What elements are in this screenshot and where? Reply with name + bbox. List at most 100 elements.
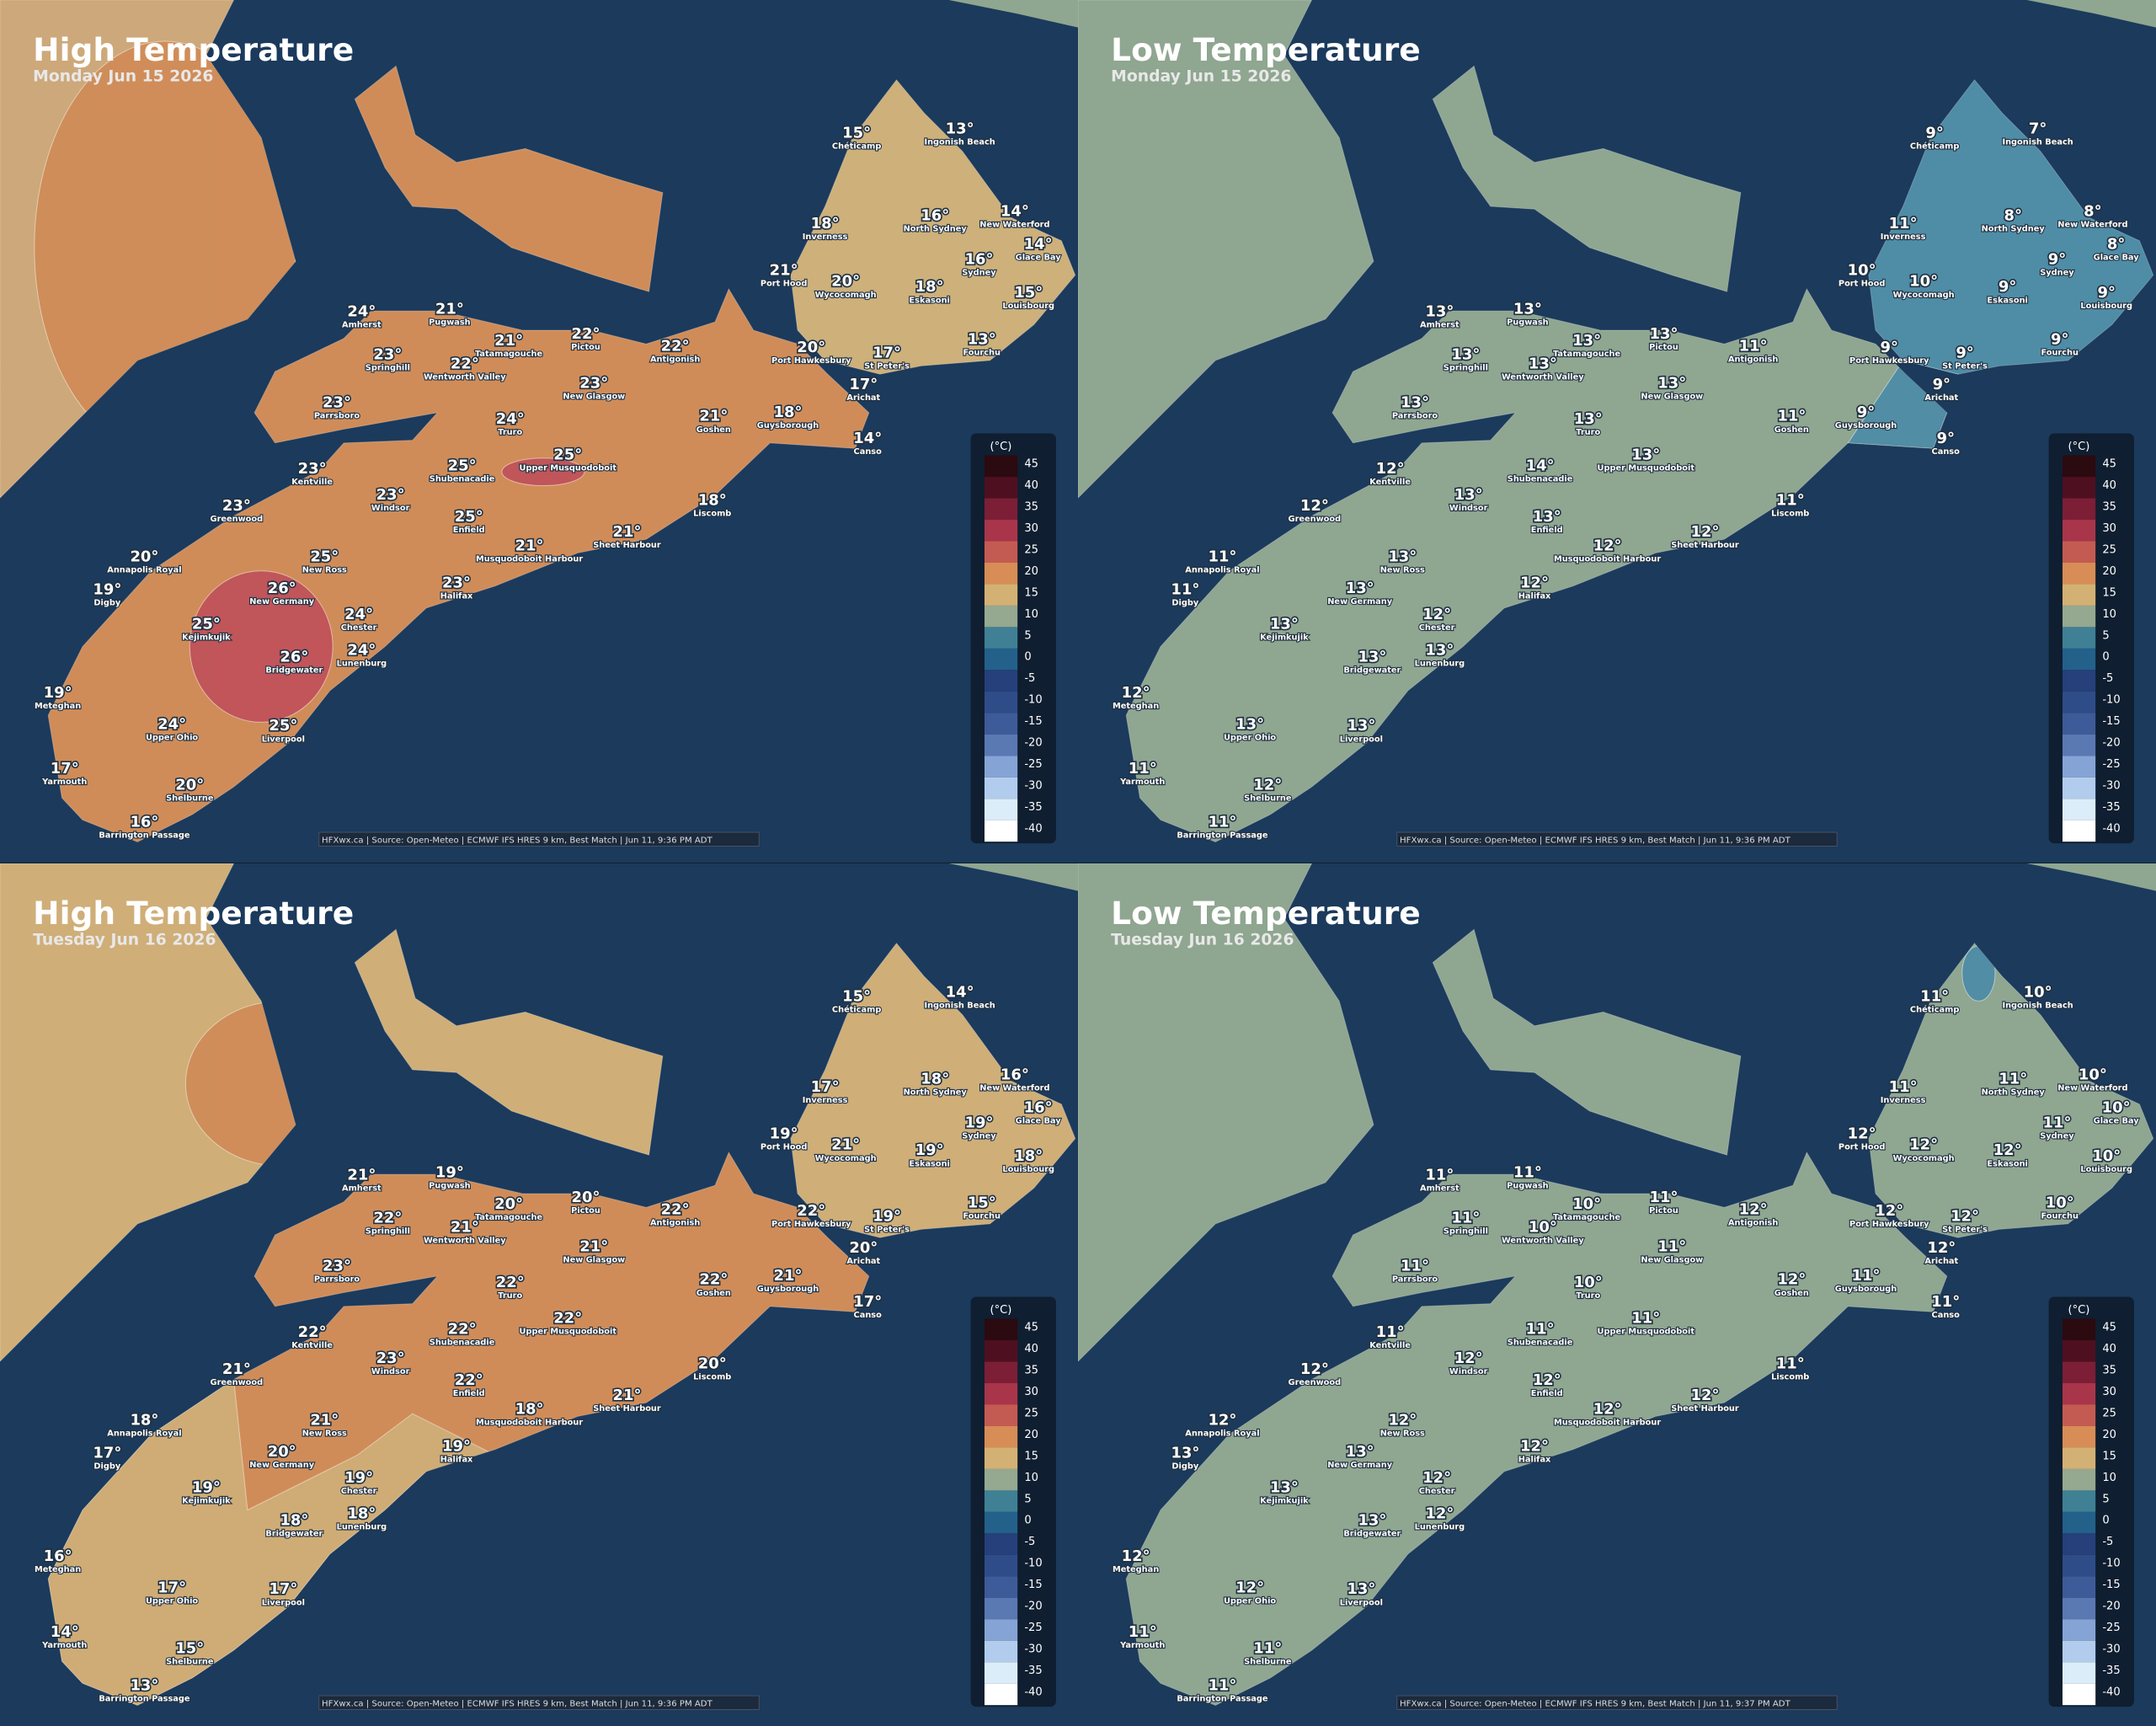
city-temp: 12° [1848, 1125, 1876, 1143]
city-name: Amherst [1420, 321, 1460, 330]
legend-swatch [984, 648, 1018, 671]
city-temp: 23° [222, 497, 251, 515]
city-temp: 13° [1451, 345, 1480, 363]
legend-swatch [984, 670, 1018, 692]
legend-swatch [2062, 777, 2096, 799]
land-region [0, 863, 296, 1362]
legend-tick: -10 [2102, 1558, 2120, 1570]
city-name: Port Hawkesbury [771, 1220, 851, 1229]
city-name: Barrington Passage [99, 1695, 190, 1704]
city-temp: 16° [1024, 1099, 1053, 1117]
city-name: Windsor [371, 1367, 410, 1376]
city-temp: 11° [1253, 1639, 1282, 1657]
city-name: Shelburne [166, 794, 214, 804]
footer-bg [318, 1695, 760, 1710]
city-name: Eskasoni [1987, 296, 2027, 305]
legend-swatch [2062, 1683, 2096, 1706]
city-temp: 23° [373, 345, 402, 363]
city-temp: 16° [964, 251, 993, 269]
legend-tick: 15 [1024, 1450, 1038, 1462]
city-name: Halifax [440, 591, 473, 601]
city-temp: 19° [435, 1163, 464, 1181]
land-region [354, 928, 664, 1156]
city-name: Goshen [1774, 1289, 1809, 1298]
legend-swatch [2062, 1490, 2096, 1512]
city-name: Yarmouth [1119, 778, 1165, 787]
city-temp: 17° [849, 376, 878, 393]
city-name: Digby [1171, 1462, 1198, 1472]
city-name: Bridgewater [1343, 1530, 1401, 1539]
land-region [1432, 928, 1742, 1156]
city-temp: 21° [451, 1219, 479, 1237]
land-region [1078, 0, 1374, 499]
legend-swatch [2062, 1404, 2096, 1426]
legend-swatch [2062, 498, 2096, 521]
city-name: Upper Ohio [146, 734, 198, 743]
city-temp: 11° [1650, 1189, 1678, 1206]
city-name: Goshen [1774, 425, 1809, 435]
city-temp: 20° [849, 1239, 878, 1257]
city-name: Chester [1419, 623, 1455, 633]
city-temp: 10° [2079, 1066, 2107, 1083]
legend-tick: -5 [1024, 672, 1035, 685]
legend-tick: -5 [2102, 672, 2113, 685]
city-temp: 24° [157, 716, 186, 734]
legend-tick: -15 [1024, 1579, 1042, 1591]
city-temp: 21° [774, 1267, 803, 1285]
city-name: Eskasoni [1987, 1159, 2027, 1168]
legend-swatch [984, 1619, 1018, 1641]
city-name: Greenwood [1289, 515, 1342, 524]
city-temp: 14° [853, 430, 882, 447]
legend-unit: (°C) [990, 1304, 1012, 1317]
city-temp: 21° [310, 1411, 339, 1429]
city-temp: 13° [1657, 375, 1686, 393]
legend-tick: -35 [2102, 801, 2120, 814]
city-name: New Waterford [979, 220, 1049, 229]
city-name: Chéticamp [832, 1004, 881, 1014]
city-name: Arichat [1924, 1257, 1958, 1266]
city-name: Greenwood [211, 515, 264, 524]
city-temp: 13° [1235, 716, 1264, 734]
legend-swatch [2062, 1511, 2096, 1534]
legend-tick: 5 [2102, 1493, 2109, 1505]
legend-tick: 20 [2102, 1429, 2116, 1441]
footer-bg [318, 831, 760, 847]
subtitle: Monday Jun 15 2026 [33, 67, 213, 85]
subtitle: Tuesday Jun 16 2026 [33, 931, 216, 948]
city-name: Pugwash [429, 318, 471, 327]
city-name: Upper Ohio [1224, 1597, 1276, 1606]
city-temp: 15° [175, 1639, 204, 1657]
legend-swatch [984, 1490, 1018, 1512]
city-name: Port Hood [1838, 1143, 1885, 1152]
city-temp: 11° [1526, 1321, 1555, 1339]
legend-tick: 30 [1024, 522, 1038, 535]
title: High Temperature [33, 31, 354, 68]
city-name: Parrsboro [314, 411, 360, 420]
title: Low Temperature [1111, 895, 1421, 932]
city-temp: 9° [1925, 124, 1943, 142]
city-name: Wentworth Valley [424, 373, 506, 382]
city-temp: 22° [455, 1371, 483, 1389]
city-temp: 14° [1526, 457, 1555, 475]
legend-swatch [2062, 605, 2096, 628]
legend-unit: (°C) [2068, 441, 2090, 453]
city-name: Parrsboro [1392, 1274, 1438, 1284]
city-temp: 21° [613, 1387, 642, 1404]
legend-swatch [984, 1554, 1018, 1577]
city-temp: 22° [661, 337, 690, 355]
city-temp: 21° [494, 332, 523, 350]
legend-tick: -10 [1024, 1558, 1042, 1570]
city-name: Tatamagouche [1553, 350, 1621, 359]
city-name: Sydney [2040, 1132, 2074, 1141]
city-name: Windsor [1449, 1367, 1488, 1376]
legend-tick: -40 [1024, 1686, 1042, 1699]
legend-tick: -15 [2102, 715, 2120, 728]
city-temp: 17° [93, 1445, 121, 1462]
legend-tick: -25 [1024, 1622, 1042, 1634]
city-temp: 12° [1951, 1208, 1979, 1226]
footer: HFXwx.ca | Source: Open-Meteo | ECMWF IF… [1400, 1699, 1791, 1708]
city-temp: 13° [1401, 393, 1429, 411]
city-name: New Glasgow [1641, 1256, 1703, 1265]
city-temp: 12° [1422, 1469, 1451, 1487]
city-name: Windsor [371, 504, 410, 513]
